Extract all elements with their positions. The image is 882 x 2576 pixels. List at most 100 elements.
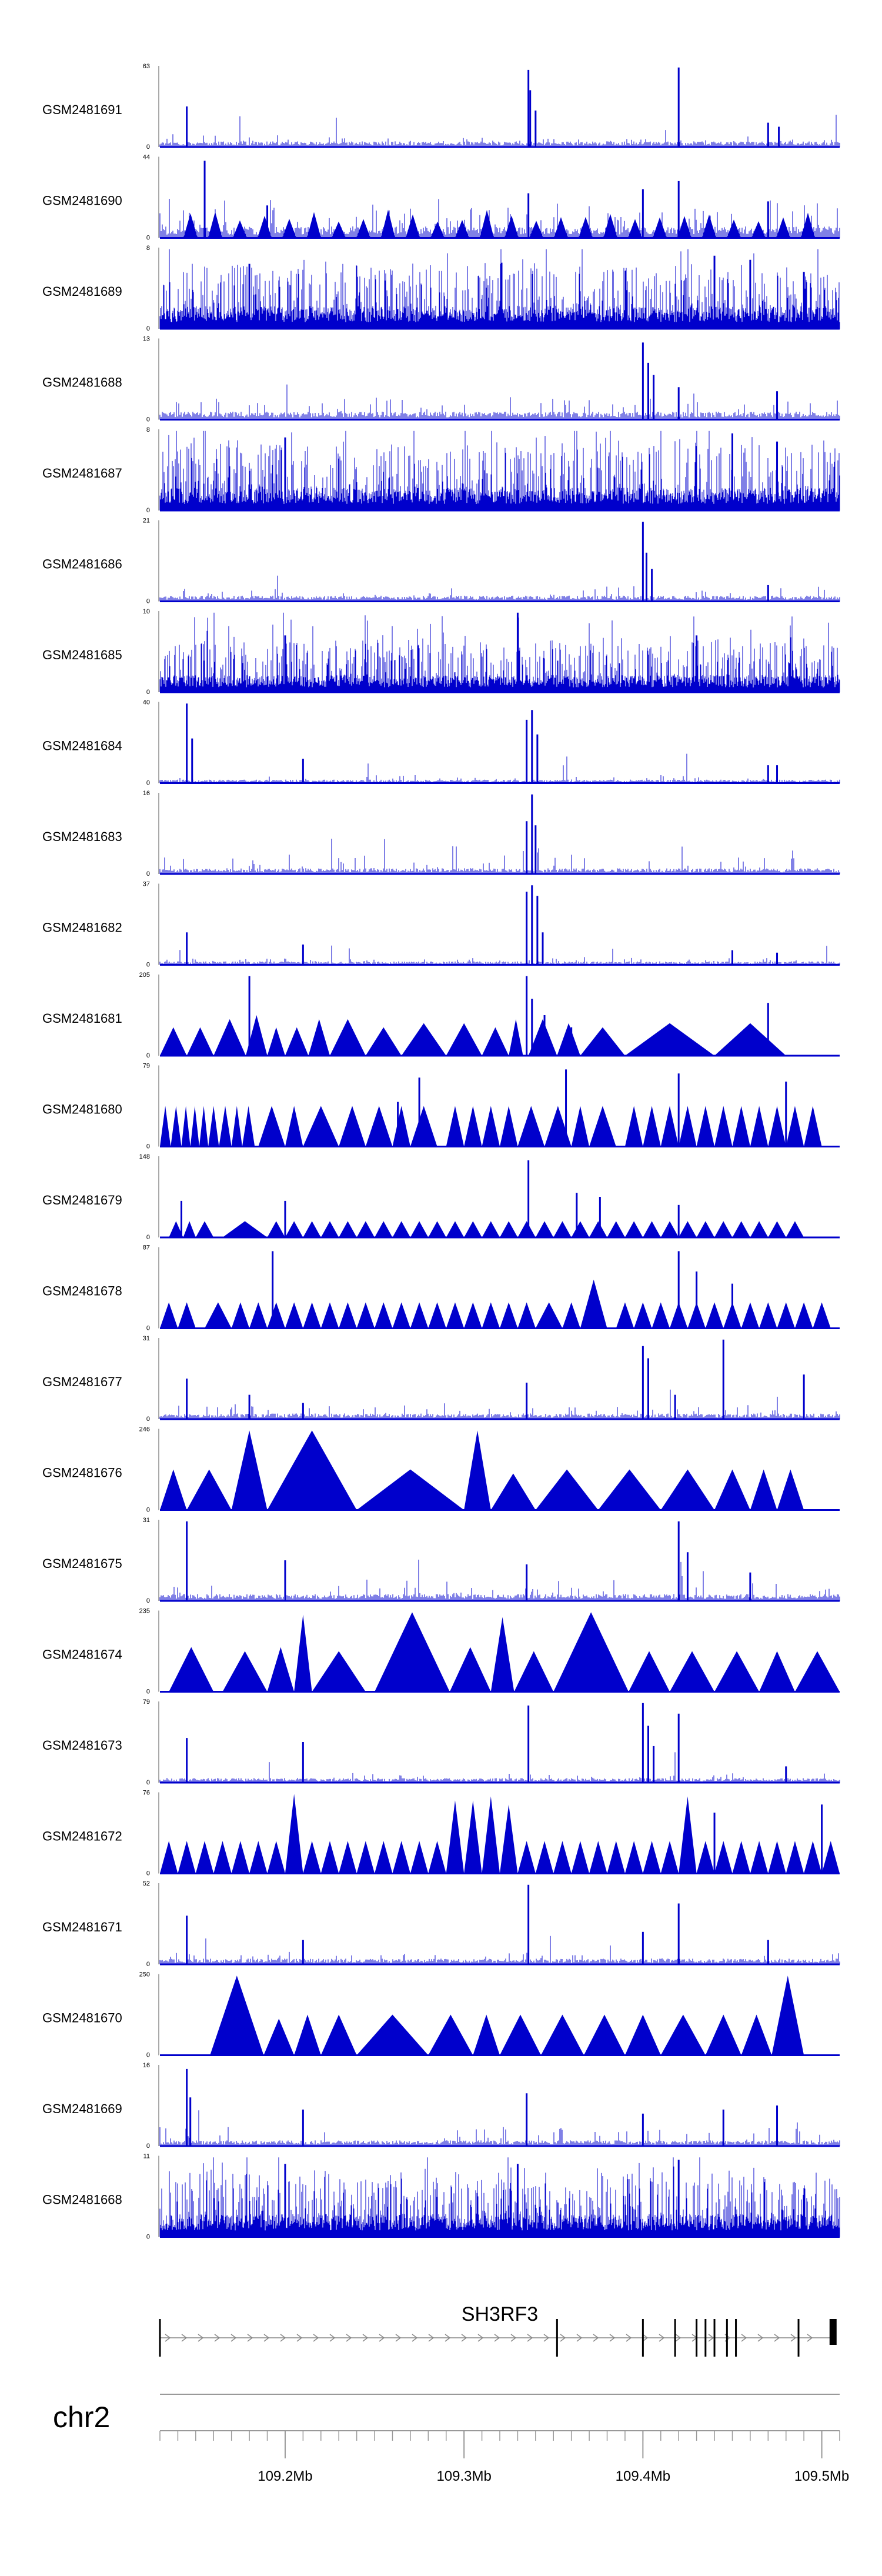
track-ymin: 0	[146, 962, 150, 969]
signal-peak	[320, 2014, 357, 2056]
signal-bars	[159, 431, 840, 510]
signal-peak	[629, 1651, 670, 1692]
track-GSM2481675: GSM2481675 31 0	[42, 1517, 840, 1604]
signal-peak	[714, 1023, 786, 1056]
signal-peak	[540, 2014, 584, 2056]
track-GSM2481678: GSM2481678 87 0	[42, 1244, 840, 1332]
signal-peak	[365, 1027, 402, 1056]
signal-peak	[732, 1221, 750, 1237]
track-GSM2481690: GSM2481690 44 0	[42, 154, 840, 242]
track-label: GSM2481668	[42, 2193, 122, 2207]
signal-peak	[219, 1106, 232, 1147]
signal-peak	[375, 1302, 393, 1329]
signal-peak	[732, 1106, 750, 1147]
signal-peak	[714, 1651, 760, 1692]
signal-peak	[553, 1612, 629, 1692]
signal-peak	[580, 1027, 625, 1056]
signal-peak	[356, 1302, 375, 1329]
signal-peak	[464, 1221, 482, 1237]
strand-arrow	[428, 2334, 435, 2342]
strand-arrow	[642, 2334, 649, 2342]
strand-arrow	[494, 2334, 500, 2342]
signal-peak	[410, 1841, 429, 1874]
tick-label: 109.3Mb	[436, 2468, 491, 2484]
signal-peak	[660, 1841, 679, 1874]
signal-peak	[750, 1106, 769, 1147]
signal-peak	[455, 220, 469, 238]
signal-peak	[509, 1019, 523, 1056]
signal-peak	[482, 1796, 500, 1874]
signal-peak	[231, 1302, 250, 1329]
signal-peak	[285, 1221, 303, 1237]
signal-peak	[660, 2014, 706, 2056]
signal-bars	[159, 2110, 840, 2146]
track-ymin: 0	[146, 1143, 150, 1150]
track-label: GSM2481680	[42, 1102, 122, 1117]
gene-name: SH3RF3	[462, 2303, 538, 2325]
signal-peak	[195, 1841, 214, 1874]
track-ymin: 0	[146, 144, 150, 151]
track-label: GSM2481676	[42, 1466, 122, 1480]
signal-peak	[320, 1302, 339, 1329]
signal-peak	[242, 1106, 255, 1147]
signal-peak	[231, 1106, 242, 1147]
signal-peak	[624, 1106, 643, 1147]
signal-peak	[233, 220, 247, 238]
track-ymin: 0	[146, 1507, 150, 1514]
signal-peak	[624, 1023, 715, 1056]
signal-peak	[643, 1221, 661, 1237]
signal-peak	[670, 1651, 715, 1692]
signal-peak	[464, 1800, 482, 1874]
track-ymin: 0	[146, 1689, 150, 1696]
signal-peak	[208, 1106, 219, 1147]
track-ymax: 205	[139, 972, 150, 979]
signal-peak	[490, 1473, 536, 1510]
signal-peak	[589, 1221, 607, 1237]
signal-peak	[482, 1027, 509, 1056]
track-label: GSM2481681	[42, 1011, 122, 1026]
track-ymin: 0	[146, 870, 150, 877]
signal-peak	[267, 1221, 285, 1237]
track-GSM2481668: GSM2481668 11 0	[42, 2153, 840, 2241]
track-label: GSM2481686	[42, 557, 122, 572]
signal-peak	[607, 1221, 625, 1237]
signal-peak	[178, 1841, 196, 1874]
track-ymin: 0	[146, 1961, 150, 1968]
track-ymax: 16	[143, 2062, 150, 2069]
signal-peak	[768, 1221, 786, 1237]
signal-peak	[786, 1106, 804, 1147]
signal-peak	[392, 1302, 410, 1329]
signal-peak	[801, 212, 815, 238]
track-label: GSM2481677	[42, 1374, 122, 1389]
signal-peak	[285, 1302, 303, 1329]
track-ymin: 0	[146, 325, 150, 332]
signal-peak	[482, 1302, 500, 1329]
signal-peak	[480, 209, 494, 238]
gene-exon	[713, 2319, 716, 2357]
track-label: GSM2481683	[42, 829, 122, 844]
signal-peak	[580, 1279, 607, 1329]
signal-peak	[768, 1841, 786, 1874]
signal-peak	[449, 1647, 491, 1692]
track-GSM2481677: GSM2481677 31 0	[42, 1335, 840, 1423]
signal-peak	[714, 1841, 733, 1874]
strand-arrow	[757, 2334, 764, 2342]
track-ymax: 40	[143, 699, 150, 706]
signal-peak	[356, 2014, 429, 2056]
genome-axis: chr2 109.2Mb 109.3Mb 109.4Mb 109.5Mb	[53, 2394, 849, 2484]
signal-peak	[589, 1106, 616, 1147]
signal-peak	[714, 1221, 733, 1237]
signal-peak	[428, 1302, 446, 1329]
signal-peak	[500, 1221, 518, 1237]
signal-peak	[535, 1469, 599, 1510]
track-ymin: 0	[146, 2234, 150, 2241]
signal-peak	[750, 1221, 769, 1237]
track-GSM2481685: GSM2481685 10 0	[42, 608, 840, 696]
signal-peak	[210, 1976, 264, 2056]
signal-peak	[759, 1651, 795, 1692]
track-GSM2481679: GSM2481679 148 0	[42, 1153, 840, 1241]
signal-peak	[199, 1106, 209, 1147]
track-label: GSM2481671	[42, 1920, 122, 1934]
signal-peak	[285, 1794, 303, 1874]
signal-peak	[505, 215, 519, 238]
